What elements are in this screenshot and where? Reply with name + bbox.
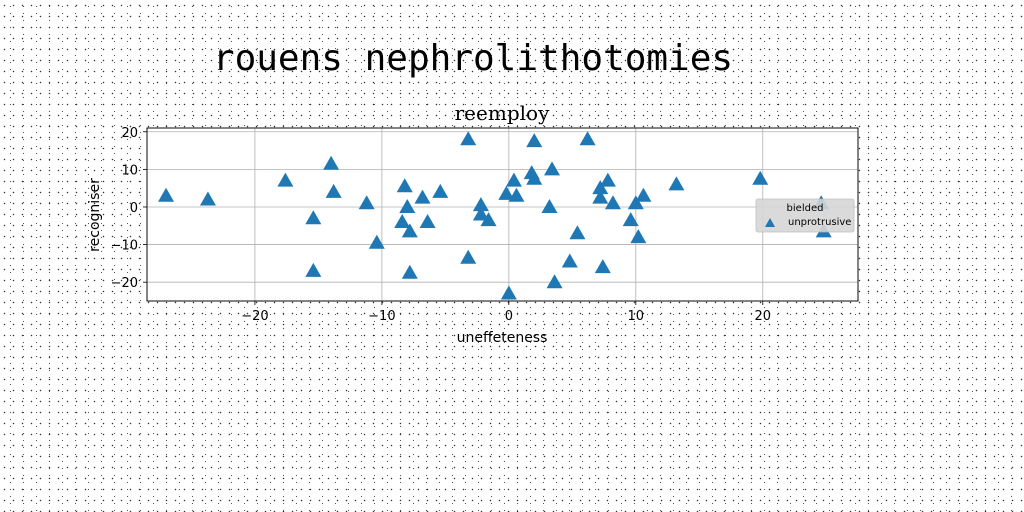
y-tick-label: 20 [121, 126, 138, 141]
data-point-triangle [396, 178, 413, 193]
chart-title: reemploy [455, 101, 550, 125]
data-point-triangle [668, 176, 685, 191]
data-point-triangle [305, 210, 322, 225]
y-tick-label: 10 [121, 163, 138, 178]
data-point-triangle [323, 155, 340, 170]
data-point-triangle [569, 225, 586, 240]
data-point-triangle [401, 223, 418, 238]
data-point-triangle [480, 212, 497, 227]
legend-box [755, 198, 855, 233]
data-point-triangle [604, 195, 621, 210]
y-tick-label: 0 [130, 201, 138, 216]
data-point-triangle [579, 131, 596, 146]
data-point-triangle [541, 198, 558, 213]
data-point-triangle [526, 170, 543, 185]
y-axis-label: recogniser [87, 178, 103, 252]
data-point-triangle [399, 198, 416, 213]
x-axis-label: uneffeteness [457, 330, 548, 346]
axis-ticks: −20 −10 0 10 20 −20 −10 0 10 20 [111, 126, 771, 324]
data-point-triangle [472, 197, 489, 212]
data-point-triangle [594, 259, 611, 274]
data-point-triangle [500, 285, 517, 300]
figure-title: rouens nephrolithotomies [212, 38, 734, 79]
data-point-triangle [419, 214, 436, 229]
data-point-triangle [368, 234, 385, 249]
grid [147, 128, 858, 301]
data-point-triangle [432, 183, 449, 198]
data-point-triangle [544, 161, 561, 176]
y-tick-label: −20 [111, 276, 138, 291]
data-point-triangle [752, 170, 769, 185]
data-point-triangle [635, 187, 652, 202]
legend: bielded unprotrusive [755, 198, 855, 233]
data-point-triangle [546, 274, 563, 289]
data-point-triangle [630, 229, 647, 244]
data-point-triangle [394, 214, 411, 229]
data-point-triangle [358, 195, 375, 210]
data-point-triangle [325, 183, 342, 198]
data-point-triangle [498, 185, 515, 200]
data-point-triangle [460, 131, 477, 146]
legend-entry-label: unprotrusive [788, 217, 851, 228]
data-point-triangle [627, 195, 644, 210]
legend-marker-triangle-icon [765, 218, 775, 227]
x-tick-label: −20 [241, 309, 268, 324]
x-tick-label: 20 [755, 309, 772, 324]
data-point-triangle [599, 172, 616, 187]
data-point-triangle [592, 180, 609, 195]
x-tick-label: 10 [628, 309, 645, 324]
data-point-triangle [414, 189, 431, 204]
data-point-triangle [561, 253, 578, 268]
data-point-triangle [460, 249, 477, 264]
data-point-triangle [158, 187, 175, 202]
data-point-triangle [199, 191, 216, 206]
data-point-triangle [401, 264, 418, 279]
data-point-triangle [622, 212, 639, 227]
data-point-triangle [472, 206, 489, 221]
x-tick-label: 0 [505, 309, 513, 324]
data-point-triangle [305, 262, 322, 277]
legend-title: bielded [787, 203, 824, 214]
data-point-triangle [505, 172, 522, 187]
data-point-triangle [592, 189, 609, 204]
plot-frame [146, 127, 859, 302]
data-point-triangle [508, 187, 525, 202]
y-tick-label: −10 [111, 239, 138, 254]
plot-area [146, 127, 859, 302]
x-tick-label: −10 [368, 309, 395, 324]
data-point-triangle [526, 133, 543, 148]
data-point-triangle [277, 172, 294, 187]
